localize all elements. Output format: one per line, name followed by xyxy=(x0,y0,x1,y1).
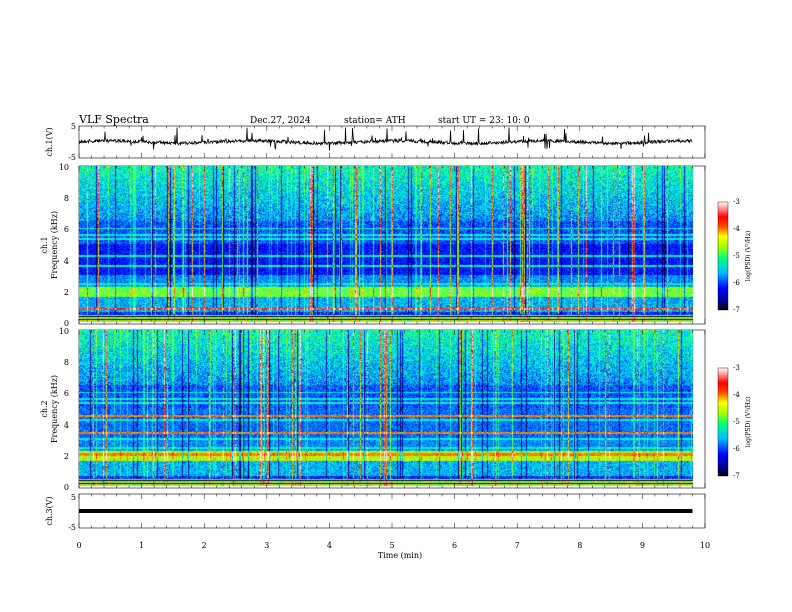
ch2-ytick-8: 8 xyxy=(64,358,69,367)
ch2-ytick-6: 6 xyxy=(64,389,69,398)
ch1-spec-time-ticks xyxy=(78,166,706,324)
ch1-ytick-10: 10 xyxy=(59,163,69,172)
time-tick-label: 7 xyxy=(515,541,520,550)
ch1-cb-tick-m3: -3 xyxy=(733,198,740,206)
time-tick-label: 3 xyxy=(264,541,269,550)
ch2-ytick-0: 0 xyxy=(64,483,69,492)
ch1-waveform-panel: 5 -5 ch.1(V) xyxy=(45,122,706,162)
ch2-colorbar-label: log(PSD) (V²/Hz) xyxy=(745,397,752,448)
ch2-cb-tick-m6: -6 xyxy=(733,445,740,453)
ch2-cb-tick-m3: -3 xyxy=(733,364,740,372)
ch2-spec-time-ticks xyxy=(78,330,706,488)
ch1-spec-ylabel: Frequency (kHz) xyxy=(50,211,59,279)
ch1-spectrogram-image xyxy=(79,166,693,322)
ch2-cb-tick-m7: -7 xyxy=(733,472,740,480)
ch2-ytick-2: 2 xyxy=(64,452,69,461)
time-tick-label: 8 xyxy=(577,541,582,550)
ch1-ytick-top: 5 xyxy=(71,122,76,131)
ch1-trace xyxy=(78,127,693,151)
ch1-time-ticks xyxy=(78,126,706,158)
ch1-colorbar: -3 -4 -5 -6 -7 log(PSD) (V²/Hz) xyxy=(717,198,752,314)
ch1-ytick-bottom: -5 xyxy=(68,153,76,162)
time-tick-label: 5 xyxy=(389,541,394,550)
time-tick-label: 2 xyxy=(202,541,207,550)
time-tick-label: 0 xyxy=(76,541,81,550)
ch1-cb-tick-m5: -5 xyxy=(733,252,740,260)
ch1-ytick-0: 0 xyxy=(64,319,69,328)
ch1-spectrogram-panel: 0 2 4 6 8 10 ch.1 Frequency (kHz) -3 -4 … xyxy=(40,163,752,328)
ch3-ytick-bottom: -5 xyxy=(68,523,76,532)
ch2-spec-channel-label: ch.2 xyxy=(40,400,49,417)
ch2-cb-tick-m4: -4 xyxy=(733,391,740,399)
ch2-spectrogram-panel: 0 2 4 6 8 10 ch.2 Frequency (kHz) -3 -4 … xyxy=(40,327,752,492)
ch1-spec-channel-label: ch.1 xyxy=(40,236,49,253)
station-label: station= ATH xyxy=(344,116,406,126)
ch1-ytick-4: 4 xyxy=(64,257,69,266)
time-tick-label: 6 xyxy=(452,541,457,550)
ch1-ylabel: ch.1(V) xyxy=(45,127,54,156)
start-ut-label: start UT = 23: 10: 0 xyxy=(438,116,530,126)
ch1-ytick-2: 2 xyxy=(64,288,69,297)
time-tick-labels: 0 1 2 3 4 5 6 7 8 9 10 xyxy=(76,541,710,550)
date-label: Dec.27, 2024 xyxy=(250,116,311,126)
ch2-spec-ylabel: Frequency (kHz) xyxy=(50,375,59,443)
ch2-ytick-10: 10 xyxy=(59,327,69,336)
ch2-cb-tick-m5: -5 xyxy=(733,418,740,426)
ch3-waveform-panel: 5 -5 ch.3(V) xyxy=(45,493,706,532)
ch1-colorbar-label: log(PSD) (V²/Hz) xyxy=(745,231,752,282)
ch2-colorbar-gradient xyxy=(717,367,729,477)
ch1-ytick-8: 8 xyxy=(64,194,69,203)
ch1-colorbar-gradient xyxy=(717,201,729,311)
ch1-cb-tick-m7: -7 xyxy=(733,306,740,314)
ch1-freq-ticks: 0 2 4 6 8 10 xyxy=(59,163,69,328)
ch2-colorbar: -3 -4 -5 -6 -7 log(PSD) (V²/Hz) xyxy=(717,364,752,480)
ch1-ytick-6: 6 xyxy=(64,225,69,234)
time-tick-label: 4 xyxy=(327,541,332,550)
ch1-cb-tick-m4: -4 xyxy=(733,225,740,233)
ch1-cb-tick-m6: -6 xyxy=(733,279,740,287)
time-tick-label: 9 xyxy=(640,541,645,550)
chart-title: VLF Spectra xyxy=(78,113,149,126)
ch2-spectrogram-image xyxy=(79,330,693,486)
time-axis-label: Time (min) xyxy=(378,551,422,560)
ch2-ytick-4: 4 xyxy=(64,421,69,430)
ch3-ylabel: ch.3(V) xyxy=(45,496,54,525)
time-tick-label: 10 xyxy=(700,541,710,550)
time-tick-label: 1 xyxy=(139,541,144,550)
ch3-time-ticks xyxy=(78,494,706,528)
ch3-ytick-top: 5 xyxy=(71,493,76,502)
ch2-freq-ticks: 0 2 4 6 8 10 xyxy=(59,327,69,492)
